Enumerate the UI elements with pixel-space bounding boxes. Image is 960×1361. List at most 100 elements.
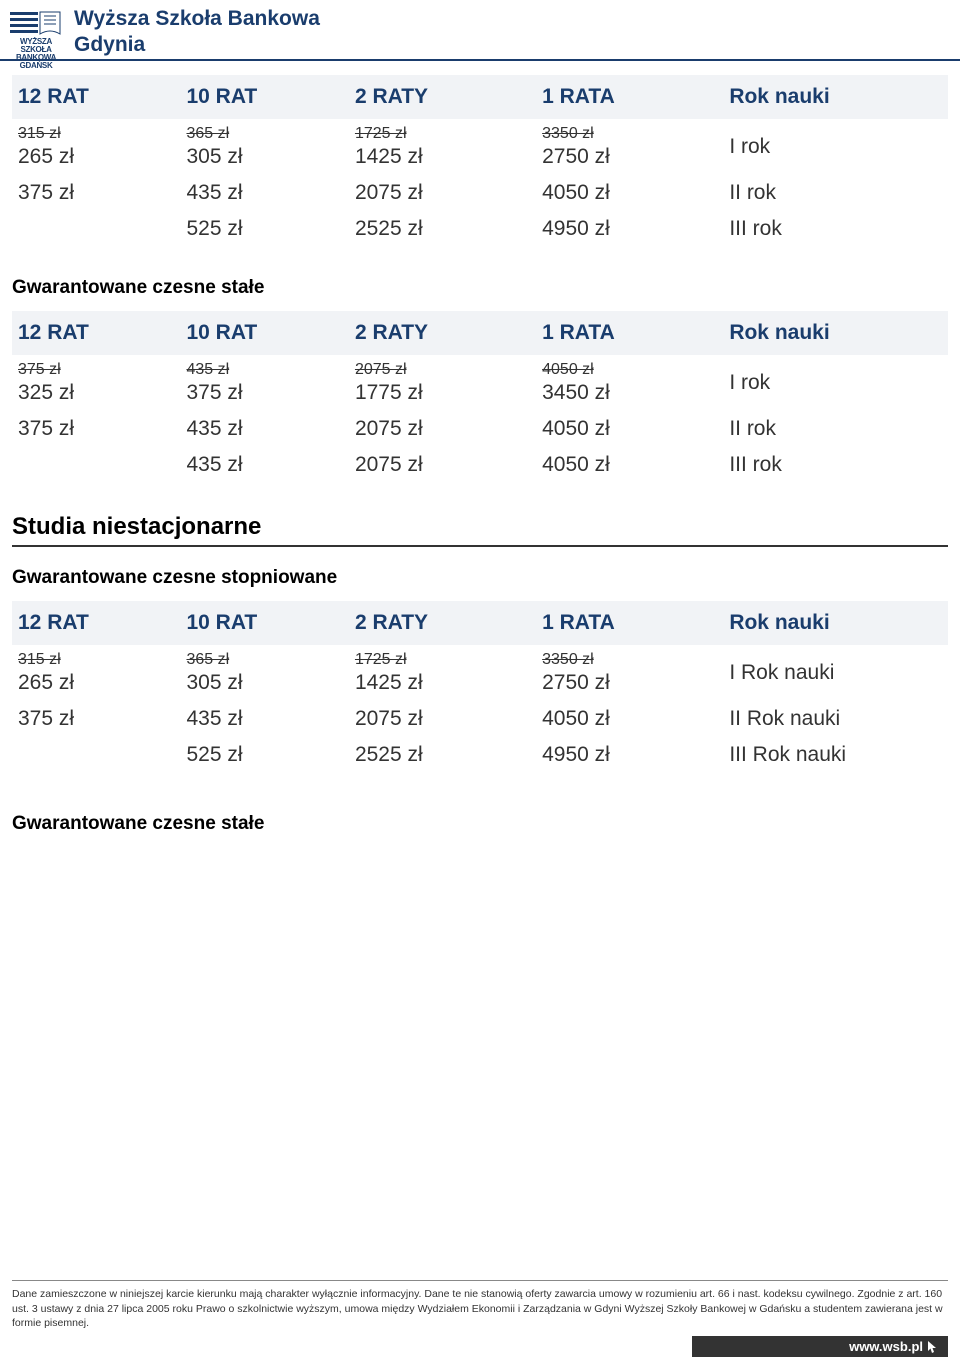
current-price: 375 zł [18, 707, 174, 731]
col-header: Rok nauki [723, 601, 948, 645]
current-price: 435 zł [186, 707, 342, 731]
old-price: 3350 zł [542, 651, 717, 669]
current-price: 1775 zł [355, 381, 530, 405]
current-price: 2075 zł [355, 417, 530, 441]
year-label: III Rok nauki [729, 743, 942, 767]
table-row: 375 zł 435 zł 2075 zł 4050 złII rok [12, 411, 948, 447]
table-cell: 4950 zł [536, 737, 723, 773]
current-price: 375 zł [18, 417, 174, 441]
year-label: II rok [729, 181, 942, 205]
tuition-table-2: 12 RAT 10 RAT 2 RATY 1 RATA Rok nauki 37… [12, 311, 948, 483]
table-cell: 2075 zł [349, 701, 536, 737]
page-footer: Dane zamieszczone w niniejszej karcie ki… [0, 1280, 960, 1361]
tuition-table-1: 12 RAT 10 RAT 2 RATY 1 RATA Rok nauki 31… [12, 75, 948, 247]
table-body: 375 zł325 zł435 zł375 zł2075 zł1775 zł40… [12, 355, 948, 483]
table-cell: 435 zł [180, 411, 348, 447]
table-cell: 435 zł [180, 175, 348, 211]
old-price: 4050 zł [542, 361, 717, 379]
current-price: 1425 zł [355, 671, 530, 695]
old-price: 375 zł [18, 361, 174, 379]
col-header: 10 RAT [180, 75, 348, 119]
current-price: 265 zł [18, 145, 174, 169]
table-cell: 3350 zł2750 zł [536, 645, 723, 701]
school-title: Wyższa Szkoła Bankowa Gdynia [74, 6, 320, 59]
table-cell: I rok [723, 119, 948, 175]
table-cell: 375 zł 325 zł [12, 355, 180, 411]
old-price: 1725 zł [355, 651, 530, 669]
current-price: 525 zł [186, 217, 342, 241]
logo-caption: WYŻSZA SZKOŁA BANKOWA GDAŃSK [10, 38, 62, 70]
table-cell: 2525 zł [349, 737, 536, 773]
subheading-stale-2: Gwarantowane czesne stałe [12, 813, 948, 835]
table-cell: II rok [723, 411, 948, 447]
col-header: 2 RATY [349, 311, 536, 355]
current-price: 4050 zł [542, 181, 717, 205]
table-cell: 375 zł [12, 411, 180, 447]
table-cell: III Rok nauki [723, 737, 948, 773]
subheading-stopniowane: Gwarantowane czesne stopniowane [12, 567, 948, 589]
year-label: I rok [729, 371, 942, 395]
table-cell: 2525 zł [349, 211, 536, 247]
table-cell: II rok [723, 175, 948, 211]
table-body: 315 zł265 zł365 zł305 zł1725 zł1425 zł33… [12, 119, 948, 247]
old-price: 315 zł [18, 651, 174, 669]
old-price: 3350 zł [542, 125, 717, 143]
current-price: 4950 zł [542, 217, 717, 241]
current-price: 325 zł [18, 381, 174, 405]
table-row: 435 zł 2075 zł 4050 złIII rok [12, 447, 948, 483]
col-header: 12 RAT [12, 601, 180, 645]
footer-url-bar: www.wsb.pl [692, 1336, 948, 1357]
disclaimer-text: Dane zamieszczone w niniejszej karcie ki… [12, 1280, 948, 1330]
old-price: 435 zł [186, 361, 342, 379]
table-cell: III rok [723, 447, 948, 483]
current-price: 4950 zł [542, 743, 717, 767]
current-price: 2075 zł [355, 453, 530, 477]
table-cell: 2075 zł1775 zł [349, 355, 536, 411]
current-price: 2750 zł [542, 145, 717, 169]
table-cell: 2075 zł [349, 447, 536, 483]
current-price: 1425 zł [355, 145, 530, 169]
col-header: Rok nauki [723, 311, 948, 355]
table-cell [12, 737, 180, 773]
table-row: 375 zł435 zł2075 zł4050 zł II rok [12, 175, 948, 211]
current-price: 2525 zł [355, 217, 530, 241]
table-cell: 2075 zł [349, 175, 536, 211]
table-row: 375 zł435 zł2075 zł4050 złII Rok nauki [12, 701, 948, 737]
table-cell: 315 zł265 zł [12, 119, 180, 175]
table-cell: I rok [723, 355, 948, 411]
current-price: 2525 zł [355, 743, 530, 767]
footer-url: www.wsb.pl [849, 1339, 923, 1354]
table-cell: 315 zł 265 zł [12, 645, 180, 701]
current-price: 435 zł [186, 417, 342, 441]
current-price: 265 zł [18, 671, 174, 695]
table-cell: I Rok nauki [723, 645, 948, 701]
col-header: 10 RAT [180, 311, 348, 355]
current-price: 375 zł [18, 181, 174, 205]
school-name: Wyższa Szkoła Bankowa [74, 6, 320, 32]
school-city: Gdynia [74, 32, 320, 58]
col-header: 12 RAT [12, 75, 180, 119]
table-cell: 365 zł305 zł [180, 645, 348, 701]
col-header: 1 RATA [536, 75, 723, 119]
table-cell: 1725 zł 1425 zł [349, 645, 536, 701]
table-header-row: 12 RAT 10 RAT 2 RATY 1 RATA Rok nauki [12, 311, 948, 355]
current-price: 3450 zł [542, 381, 717, 405]
main-content: 12 RAT 10 RAT 2 RATY 1 RATA Rok nauki 31… [0, 61, 960, 835]
current-price: 305 zł [186, 671, 342, 695]
subheading-stale-1: Gwarantowane czesne stałe [12, 277, 948, 299]
col-header: Rok nauki [723, 75, 948, 119]
tuition-table-3: 12 RAT 10 RAT 2 RATY 1 RATA Rok nauki 31… [12, 601, 948, 773]
table-cell [12, 447, 180, 483]
current-price: 4050 zł [542, 417, 717, 441]
year-label: I Rok nauki [729, 661, 942, 685]
table-cell: 1725 zł1425 zł [349, 119, 536, 175]
table-row: 525 zł2525 zł4950 złIII rok [12, 211, 948, 247]
table-cell: 435 zł [180, 447, 348, 483]
section-title-niestacjonarne: Studia niestacjonarne [12, 513, 948, 547]
table-cell: 4050 zł [536, 175, 723, 211]
current-price: 375 zł [186, 381, 342, 405]
col-header: 10 RAT [180, 601, 348, 645]
school-logo: WYŻSZA SZKOŁA BANKOWA GDAŃSK [10, 10, 62, 54]
table-cell: 525 zł [180, 211, 348, 247]
current-price: 4050 zł [542, 453, 717, 477]
